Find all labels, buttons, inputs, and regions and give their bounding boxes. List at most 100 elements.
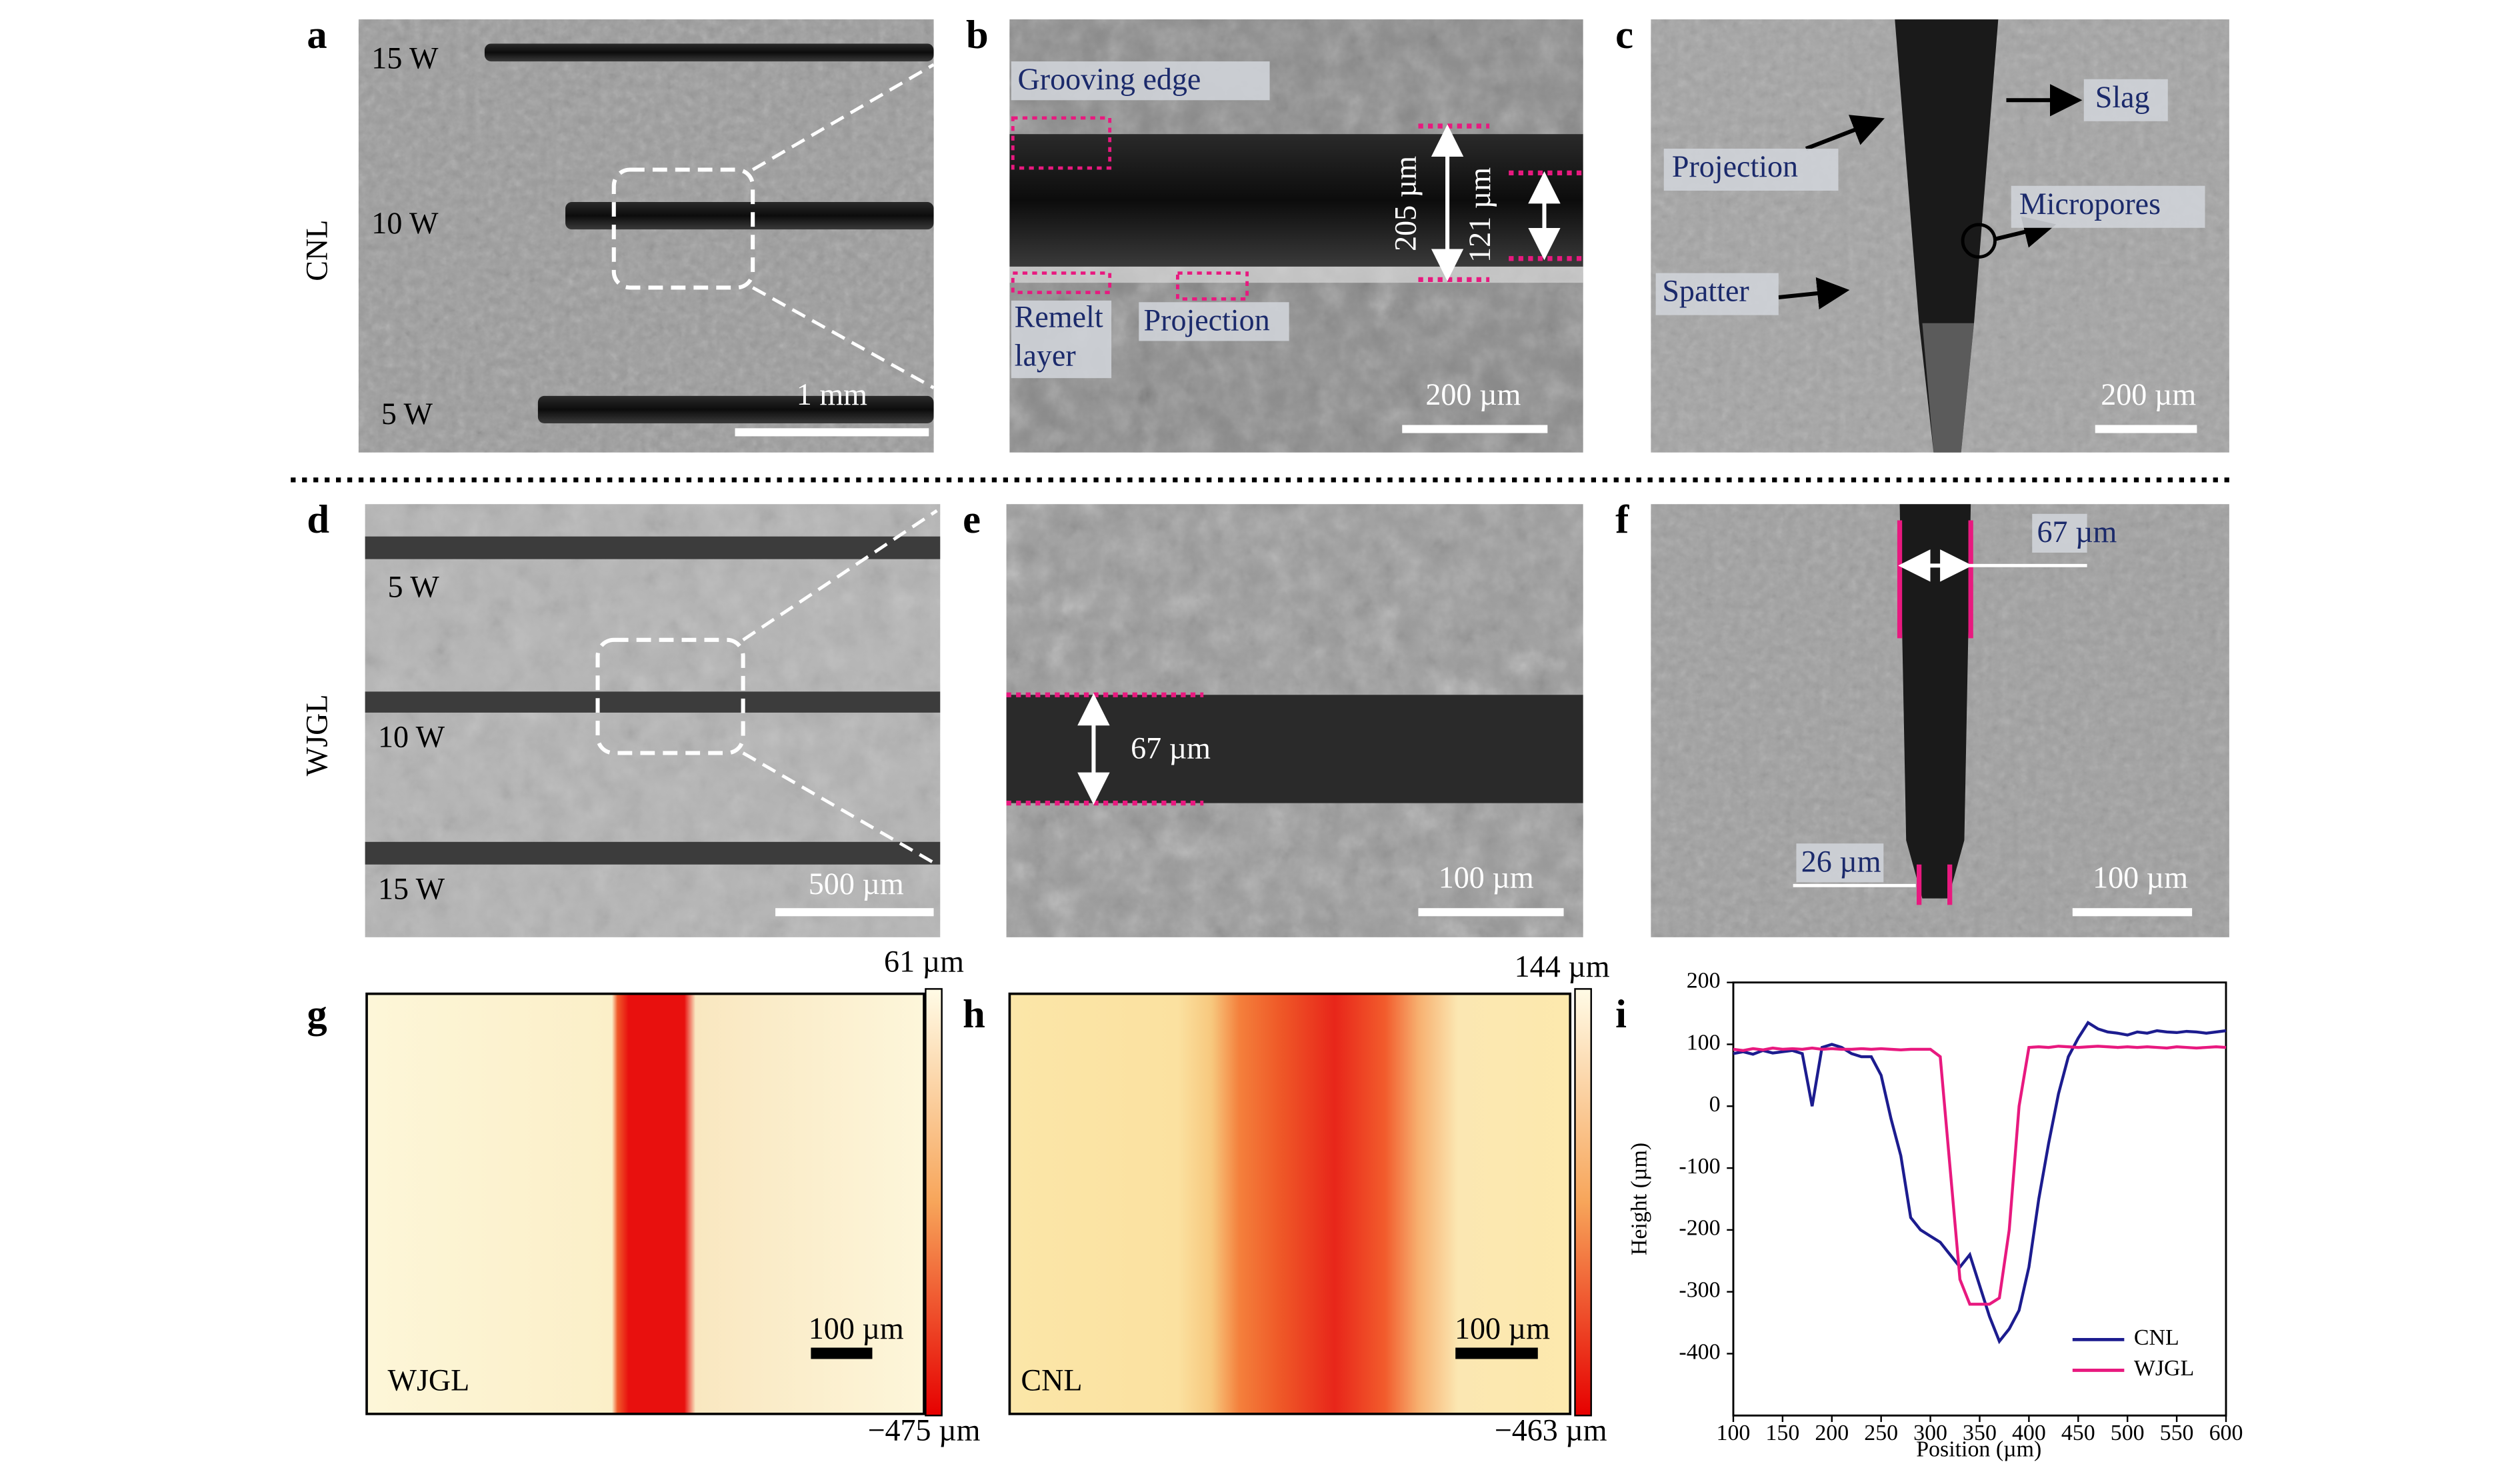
groove-bottom [1922,323,1974,453]
pore-marker [1961,223,1997,259]
scale-label: 200 µm [1425,377,1521,411]
panel-letter: i [1615,992,1627,1037]
power-label: 5 W [381,397,433,431]
marker-box [1176,271,1249,301]
label-box [2083,79,2168,121]
groove [365,536,941,559]
panel-b: b Grooving edge Remelt layer Projection … [966,13,1583,453]
panel-letter: e [963,497,981,542]
side-label: CNL [299,220,333,281]
panel-d: d WJGL 5 W 10 W 15 W 500 µm [299,497,941,937]
groove [1895,19,1999,453]
zoom-line [742,751,938,866]
panel-letter: b [966,13,989,57]
texture [358,19,934,453]
x-tick-label: 300 [1913,1421,1947,1445]
y-tick-label: -100 [1679,1154,1720,1179]
scale-label: 500 µm [809,867,904,901]
line-series [1733,1045,2227,1306]
measure-label: 121 µm [1463,167,1497,263]
panel-letter: g [307,992,327,1037]
zoom-line [751,63,935,171]
y-tick-label: -400 [1679,1339,1720,1364]
x-tick-label: 200 [1815,1421,1849,1445]
x-tick-label: 450 [2061,1421,2095,1445]
scale-label: 100 µm [809,1311,904,1345]
scale-label: 100 µm [1455,1311,1550,1345]
annotation: Slag [2095,80,2150,114]
annotation: Projection [1672,149,1798,183]
measure-label: 205 µm [1388,156,1422,251]
panel-letter: f [1615,497,1629,542]
x-tick-label: 550 [2160,1421,2194,1445]
height-map [1008,992,1572,1415]
label-box [2032,513,2087,553]
scale-bar [811,1347,873,1359]
arrow [1994,216,2057,248]
arrow [1778,277,1850,310]
scale-label: 100 µm [2093,861,2188,895]
zoom-line [742,509,938,641]
line-series [1733,1021,2227,1345]
side-label: WJGL [299,694,333,776]
map-label: WJGL [388,1363,470,1397]
groove [537,395,934,424]
scale-bar [2072,908,2193,917]
y-tick-label: 100 [1687,1030,1721,1055]
y-tick-label: -300 [1679,1277,1720,1302]
x-tick-label: 100 [1717,1421,1751,1445]
label-box [2011,185,2205,228]
remelt-layer [1009,266,1583,283]
map-label: CNL [1021,1363,1082,1397]
marker-box [1011,271,1112,295]
measure-label: 67 µm [2037,515,2117,549]
measure-label: 67 µm [1131,731,1211,765]
y-tick-label: -200 [1679,1216,1720,1241]
y-tick-label: 0 [1709,1092,1721,1117]
colorbar-min: −475 µm [868,1413,981,1447]
groove [484,43,934,62]
y-tick-label: 200 [1687,968,1721,993]
colorbar-min: −463 µm [1495,1413,1607,1447]
colorbar [925,988,943,1417]
x-tick-label: 150 [1765,1421,1799,1445]
marker-box [1011,116,1112,170]
annotation: Micropores [2019,187,2161,221]
power-label: 15 W [371,41,439,75]
zoom-box [595,637,745,755]
panel-letter: a [307,13,327,57]
colorbar-max: 144 µm [1515,949,1610,983]
scale-bar [1455,1347,1538,1359]
x-tick-label: 600 [2209,1421,2243,1445]
annotation: Spatter [1662,274,1749,308]
label-box [1011,300,1112,379]
panel-g: g WJGL 100 µm 61 µm −475 µm [307,945,980,1447]
power-label: 10 W [378,720,445,754]
label-box [1139,302,1289,341]
label-box [1011,61,1270,101]
x-tick-label: 350 [1963,1421,1997,1445]
annotation: Grooving edge [1018,62,1201,96]
texture [365,504,941,937]
scale-bar [2095,425,2197,433]
scale-label: 100 µm [1439,861,1534,895]
panel-letter: h [963,992,985,1037]
legend-label: WJGL [2134,1356,2194,1381]
panel-f: f 67 µm 26 µm 100 µm [1615,497,2229,937]
panel-e: e 67 µm 100 µm [963,497,1583,937]
groove [365,691,941,713]
x-axis-title: Position (µm) [1916,1437,2041,1461]
annotation: layer [1015,339,1076,373]
plot-frame [1732,981,2227,1417]
colorbar [1574,988,1592,1417]
scale-bar [1402,425,1548,433]
power-label: 15 W [378,872,445,906]
groove [1009,134,1583,267]
label-box [1663,148,1839,191]
y-axis-title: Height (µm) [1627,1143,1652,1255]
power-label: 5 W [388,569,440,603]
panel-a: a CNL 15 W 10 W 5 W 1 mm [299,13,935,453]
scale-bar [1418,908,1564,917]
panel-i: i Position (µm) Height (µm) 100 150 200 250… [1615,968,2243,1461]
zoom-line [751,286,935,389]
